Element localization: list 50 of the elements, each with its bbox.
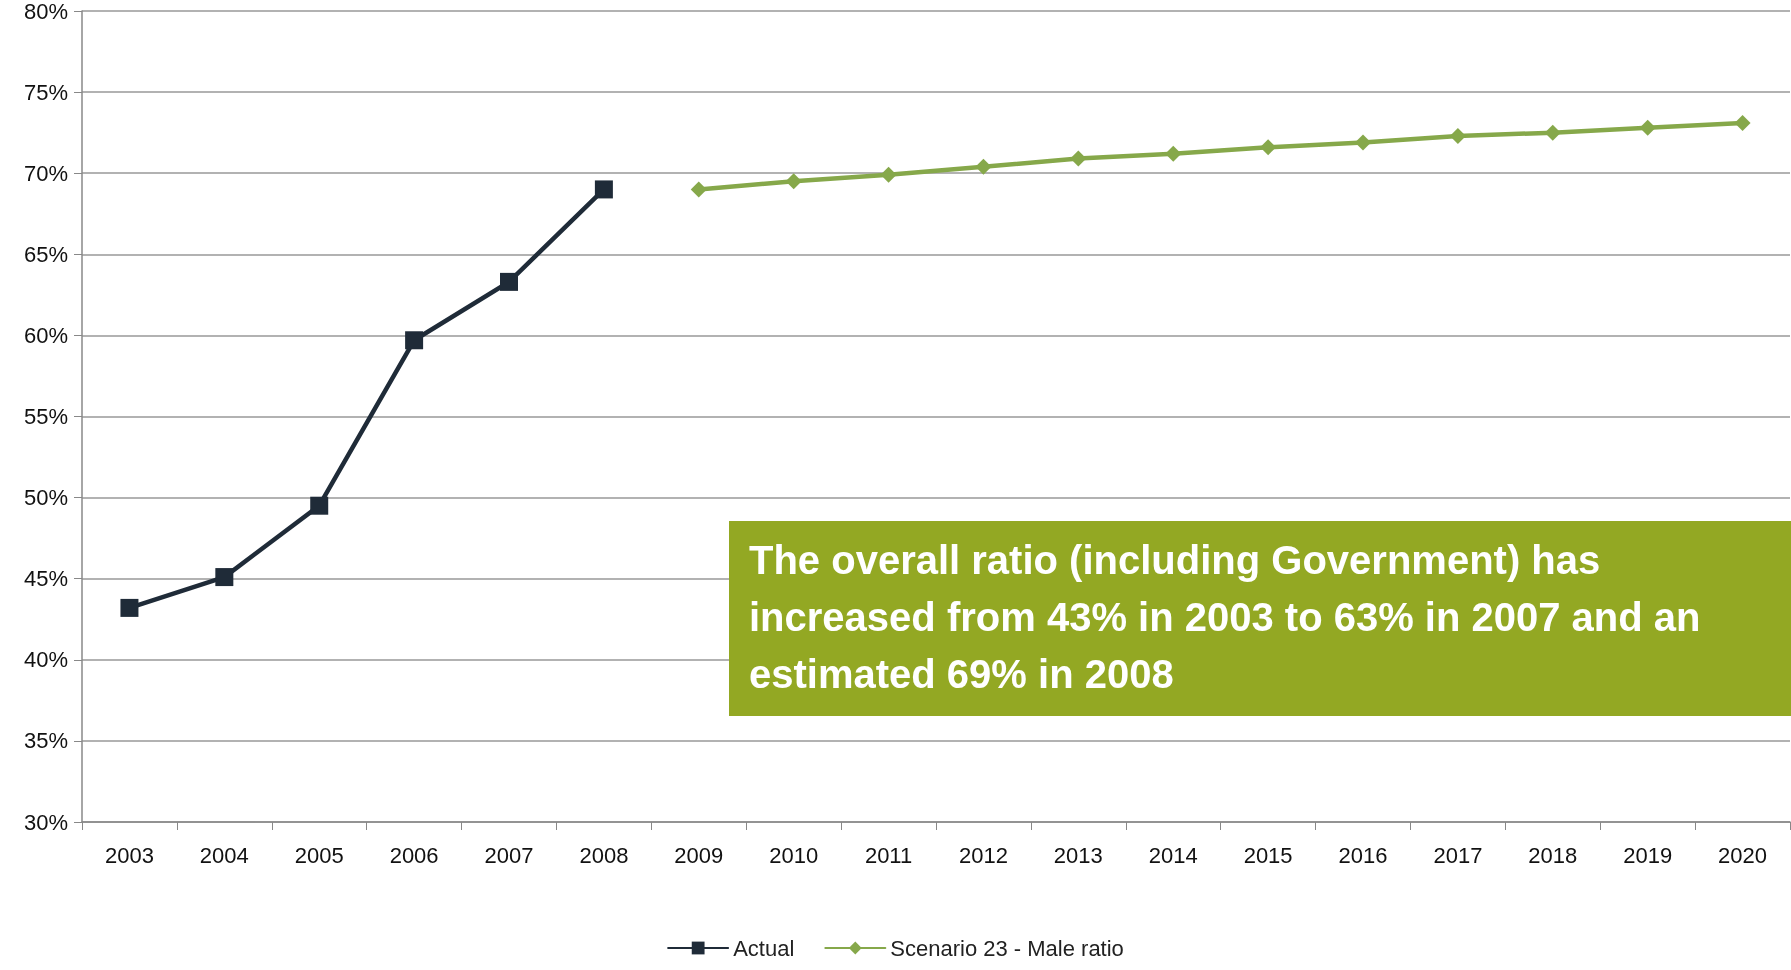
x-tick-label: 2015 xyxy=(1243,842,1293,868)
legend-label: Scenario 23 - Male ratio xyxy=(890,935,1124,961)
x-tick-label: 2005 xyxy=(294,842,344,868)
y-tick-label: 80% xyxy=(23,0,68,24)
y-tick-label: 75% xyxy=(23,79,68,105)
x-tick-label: 2012 xyxy=(958,842,1008,868)
point xyxy=(120,598,139,617)
point xyxy=(594,180,613,199)
x-tick-label: 2020 xyxy=(1718,842,1768,868)
point xyxy=(1639,119,1656,136)
x-tick-label: 2011 xyxy=(864,842,913,868)
point xyxy=(1544,124,1561,141)
y-tick-label: 65% xyxy=(23,241,68,267)
x-tick-label: 2014 xyxy=(1148,842,1198,868)
legend-label: Actual xyxy=(733,935,795,961)
y-tick-label: 60% xyxy=(23,322,68,348)
x-tick-label: 2004 xyxy=(199,842,249,868)
y-tick-label: 45% xyxy=(23,566,68,592)
y-tick-label: 40% xyxy=(23,647,68,673)
point xyxy=(1165,145,1182,162)
annotation: The overall ratio (including Government) has increased from 43% in 2003 to 63% in 2007 and an estimated 69% in 2008 xyxy=(749,537,1712,696)
point xyxy=(215,568,234,587)
x-tick-label: 2009 xyxy=(674,842,724,868)
point xyxy=(405,331,424,350)
point xyxy=(785,173,802,190)
x-tick-label: 2003 xyxy=(104,842,154,868)
x-tick-label: 2016 xyxy=(1338,842,1388,868)
point xyxy=(1355,134,1371,151)
x-tick-label: 2007 xyxy=(484,842,534,868)
x-tick-label: 2018 xyxy=(1528,842,1578,868)
point xyxy=(1449,127,1466,144)
point xyxy=(500,272,518,291)
y-tick-label: 50% xyxy=(23,485,68,511)
point xyxy=(975,158,992,175)
y-tick-label: 30% xyxy=(23,809,68,835)
x-tick-label: 2017 xyxy=(1433,842,1483,868)
y-tick-label: 70% xyxy=(23,160,68,186)
x-tick-label: 2006 xyxy=(389,842,439,868)
x-tick-label: 2013 xyxy=(1053,842,1103,868)
point xyxy=(1260,139,1277,156)
x-tick-label: 2008 xyxy=(579,842,629,868)
x-tick-label: 2019 xyxy=(1623,842,1673,868)
y-tick-label: 35% xyxy=(23,728,68,754)
x-tick-label: 2010 xyxy=(769,842,819,868)
point xyxy=(1734,114,1751,131)
point xyxy=(1070,150,1087,167)
y-tick-label: 55% xyxy=(23,404,68,429)
point xyxy=(880,166,897,183)
point xyxy=(310,496,329,515)
point xyxy=(690,181,707,198)
